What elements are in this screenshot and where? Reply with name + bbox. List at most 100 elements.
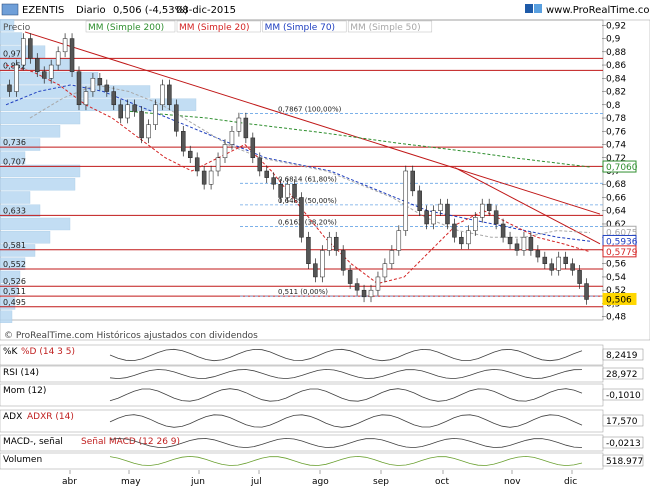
site-label: www.ProRealTime.com xyxy=(546,5,650,16)
candle-body xyxy=(340,250,346,271)
candle-body xyxy=(528,236,534,251)
candle-body xyxy=(507,236,513,245)
price-tag-box xyxy=(602,160,637,173)
candle-body xyxy=(396,230,402,251)
candle-body xyxy=(299,197,304,238)
legend-box xyxy=(176,20,261,33)
candle-body xyxy=(243,117,249,139)
subpanel-value-box xyxy=(602,367,644,380)
horizontal-level-label: 0,581 xyxy=(3,241,26,250)
y-tick-label: 0,72 xyxy=(606,154,626,164)
candle-body xyxy=(375,276,381,291)
volume-profile-bar xyxy=(0,204,41,217)
candle-body xyxy=(271,177,276,185)
candle-body xyxy=(160,84,165,106)
y-tick-label: 0,8 xyxy=(606,101,621,111)
y-tick-label: 0,48 xyxy=(606,313,626,323)
price-panel-label: Precio xyxy=(3,23,31,33)
subpanel-frame xyxy=(0,365,604,383)
candle-body xyxy=(354,283,360,291)
candle-body xyxy=(97,78,103,86)
fibonacci-label: 0,6489 (50,00%) xyxy=(278,197,337,205)
candle-body xyxy=(549,263,555,271)
candle-body xyxy=(514,243,520,251)
candle-body xyxy=(320,250,325,278)
legend-item: MM (Simple 70) xyxy=(265,23,335,33)
subpanel-label: Volumen xyxy=(3,455,42,465)
fibonacci-label: 0,511 (0,00%) xyxy=(278,288,328,296)
candle-body xyxy=(577,270,582,284)
subpanel-label: %K xyxy=(3,347,19,357)
volume-profile-bar xyxy=(0,231,51,244)
candle-body xyxy=(62,38,68,53)
candle-body xyxy=(21,38,26,66)
date-label: 08-dic-2015 xyxy=(176,5,236,16)
volume-profile-bar xyxy=(0,98,197,111)
ma200-line xyxy=(129,110,591,168)
subpanel-frame xyxy=(0,452,604,470)
candle-body xyxy=(76,71,82,106)
subpanel-value-box xyxy=(602,388,644,401)
y-tick-label: 0,82 xyxy=(606,88,626,98)
candle-body xyxy=(125,104,130,119)
copyright-label: © ProRealTime.com Históricos ajustados c… xyxy=(4,330,258,341)
price-tag-label: 0,5779 xyxy=(606,248,638,258)
y-tick-label: 0,64 xyxy=(606,207,626,217)
x-tick-label: dic xyxy=(564,477,577,487)
price-tag-label: 0,6075 xyxy=(606,228,638,238)
volume-profile-bar xyxy=(0,270,21,284)
candle-body xyxy=(194,157,200,172)
candle-body xyxy=(389,250,395,264)
candle-body xyxy=(35,58,40,72)
subpanel-value-box xyxy=(602,414,644,427)
volume-profile-bar xyxy=(0,191,31,204)
subpanel-label-2: %D (14 3 5) xyxy=(21,347,75,357)
candle-body xyxy=(466,230,471,245)
candle-body xyxy=(69,38,75,72)
candle-body xyxy=(187,150,193,159)
candle-body xyxy=(48,64,54,79)
subpanel-label-2: ADXR (14) xyxy=(27,412,74,422)
candle-body xyxy=(417,190,422,211)
subpanel-value: 17,570 xyxy=(606,417,638,427)
last-info-label: 0,506 (-4,53%) xyxy=(113,5,188,16)
candle-body xyxy=(285,183,290,198)
volume-profile-bar xyxy=(0,178,76,191)
candle-body xyxy=(361,289,367,298)
candle-body xyxy=(292,183,297,198)
candle-body xyxy=(7,84,12,92)
subpanel-label: MACD-, señal xyxy=(3,437,63,447)
legend-box xyxy=(85,20,176,33)
candle-body xyxy=(139,111,144,139)
price-tag-label: 0,7060 xyxy=(606,163,638,173)
candle-body xyxy=(445,203,450,225)
fibonacci-label: 0,6814 (61,80%) xyxy=(278,175,337,183)
candle-body xyxy=(83,91,89,106)
subpanel-label: Mom (12) xyxy=(3,386,46,396)
candle-body xyxy=(410,170,415,192)
candle-body xyxy=(14,64,19,92)
candle-body xyxy=(438,203,443,211)
candle-body xyxy=(146,124,151,139)
subpanel-trace xyxy=(109,368,583,380)
price-tag-box xyxy=(602,245,637,258)
volume-profile-bar xyxy=(0,164,81,178)
candle-body xyxy=(570,263,575,271)
candle-body xyxy=(535,250,541,258)
volume-profile-bar xyxy=(0,310,13,323)
candle-body xyxy=(55,51,61,66)
candle-body xyxy=(257,157,263,172)
symbol-label: EZENTIS xyxy=(22,5,64,16)
subpanel-trace xyxy=(109,414,583,428)
candle-body xyxy=(174,104,179,132)
subpanel-trace xyxy=(109,437,583,449)
horizontal-level-label: 0,526 xyxy=(3,277,26,286)
subpanel-value: 518.977 xyxy=(606,457,643,467)
candle-body xyxy=(584,283,589,300)
candle-body xyxy=(493,210,499,225)
candle-body xyxy=(201,170,207,185)
subpanel-label-2: Señal MACD (12 26 9) xyxy=(81,437,180,447)
site-icon xyxy=(525,4,533,13)
candle-body xyxy=(118,104,123,119)
